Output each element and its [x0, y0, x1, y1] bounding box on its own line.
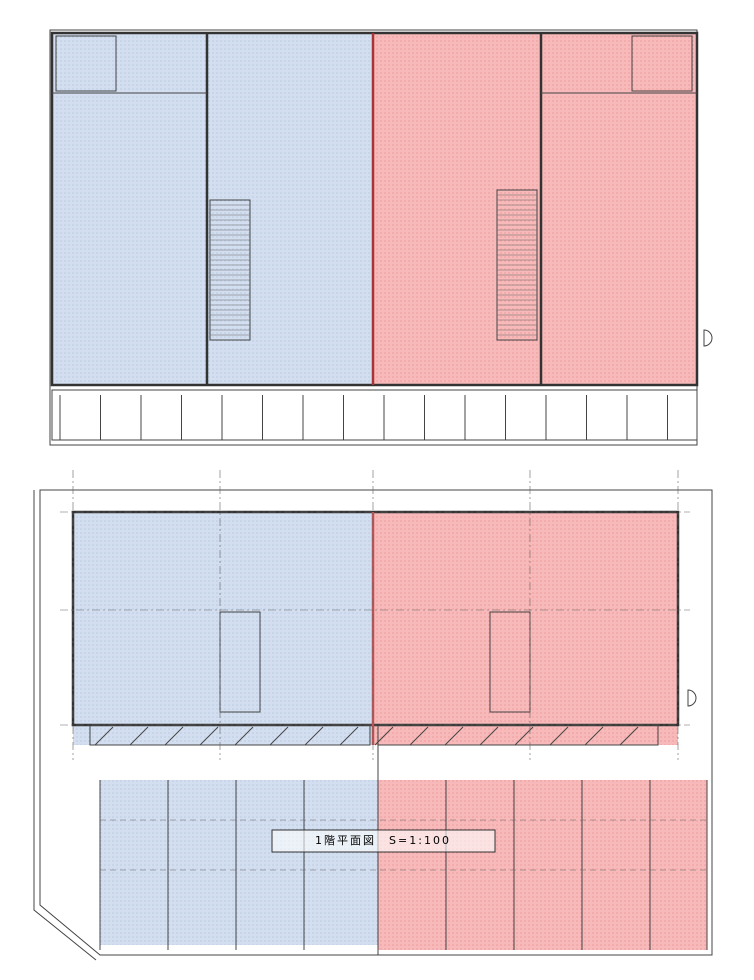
hatch [304, 726, 324, 746]
lower-floor-plan: 1階平面図 S=1:100 [33, 470, 713, 961]
unit-right [373, 512, 678, 745]
upper-floor-plan [49, 29, 713, 708]
plan-title: 1階平面図 S=1:100 [315, 833, 451, 847]
parking-strip [51, 389, 698, 441]
meter-symbol [703, 329, 713, 347]
hatch [199, 726, 219, 746]
grid-lines [60, 470, 690, 760]
hatch [164, 726, 184, 746]
title-box [271, 829, 496, 853]
hatch [234, 726, 254, 746]
exterior-wall [50, 31, 699, 387]
hatch [374, 726, 394, 746]
hatch [584, 726, 604, 746]
site-boundary [39, 489, 713, 956]
hatch [479, 726, 499, 746]
hatch [94, 726, 114, 746]
hatch [619, 726, 639, 746]
parking-left [100, 780, 378, 945]
parking-right [378, 780, 707, 950]
hatch [409, 726, 429, 746]
toilet [55, 35, 117, 92]
apron [89, 724, 371, 746]
hatch [129, 726, 149, 746]
unit-left [73, 512, 373, 745]
site-boundary [33, 490, 97, 961]
hatch [269, 726, 289, 746]
apron [377, 724, 659, 746]
parking-lines [59, 395, 668, 440]
hatch [339, 726, 359, 746]
unit-left [52, 33, 373, 385]
hatch [444, 726, 464, 746]
hatch [549, 726, 569, 746]
unit-right [373, 33, 697, 385]
apron-hatch [94, 726, 639, 746]
toilet [631, 35, 693, 92]
meter-symbol [687, 689, 697, 707]
